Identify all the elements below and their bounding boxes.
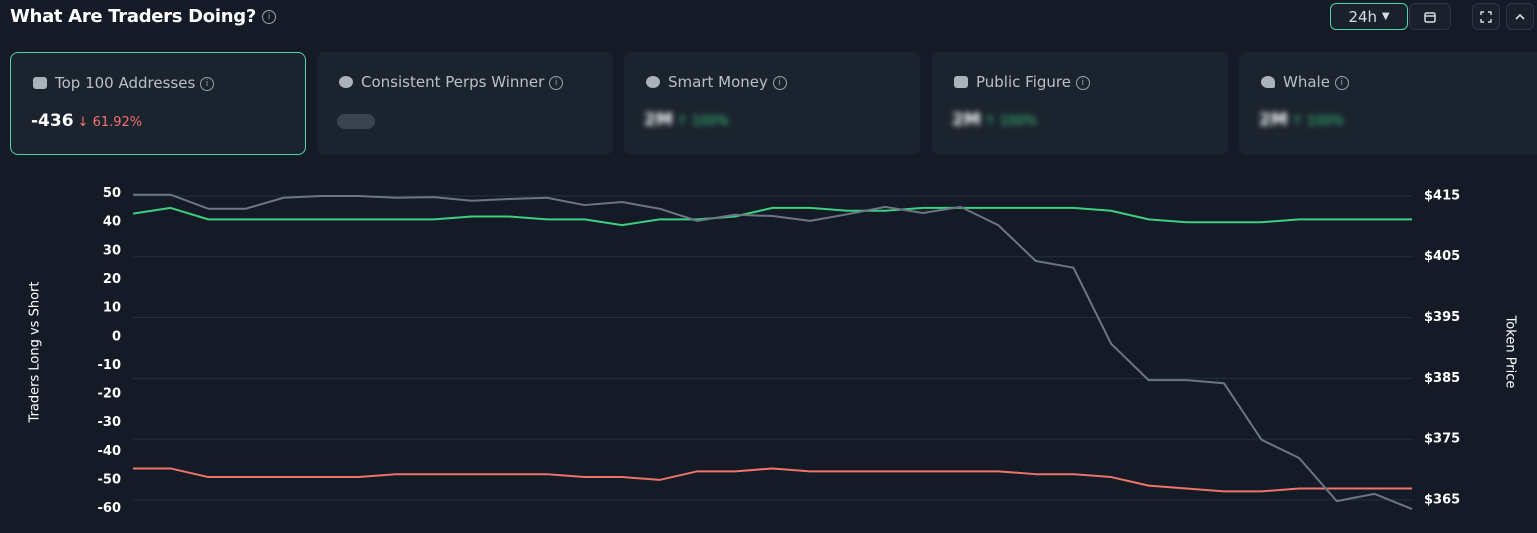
series-line [133,467,1412,493]
y-tick-label: 0 [112,329,121,344]
value: 2M [952,110,981,130]
calendar-icon [1424,11,1436,23]
y-tick-label: 40 [103,215,121,230]
card-value: -436 ↓ 61.92% [31,111,142,131]
calendar-button[interactable] [1409,3,1451,30]
fullscreen-button[interactable] [1472,3,1500,30]
y-tick-label: 50 [103,186,121,201]
y-tick-label: 30 [103,243,121,258]
info-icon[interactable]: i [772,75,787,90]
label: Top 100 Addresses [55,74,196,92]
card-value: 2M ↑ 100% [952,110,1037,130]
timeframe-select[interactable]: 24h ▼ [1330,3,1408,30]
chevron-icon [1515,13,1525,20]
timeframe: 24h [1348,7,1378,26]
y-tick-label: -20 [98,387,122,402]
header: What Are Traders Doing? i [10,6,276,27]
change: ↑ 100% [984,114,1037,129]
card-icon [646,76,660,88]
card-value: 2M ↑ 100% [1259,110,1344,130]
change-text: 100% [999,114,1037,129]
info-icon[interactable]: i [549,75,564,90]
card[interactable]: Whale i 2M ↑ 100% [1239,52,1537,155]
card[interactable]: Public Figure i 2M ↑ 100% [932,52,1228,155]
card-label: Whale i [1283,73,1349,91]
y2-tick-label: $385 [1424,371,1460,386]
change-text: 100% [1306,114,1344,129]
change-text: 100% [691,114,729,129]
info-icon[interactable]: i [200,76,215,91]
change: ↓ 61.92% [77,115,143,130]
y-tick-label: 20 [103,272,121,287]
y2-tick-label: $415 [1424,188,1460,203]
change: ↑ 100% [1291,114,1344,129]
card-label: Smart Money i [668,73,787,91]
y2-tick-label: $405 [1424,249,1460,264]
change: ↑ 100% [676,114,729,129]
card-icon [1261,76,1275,88]
caret: ▼ [1381,11,1390,22]
card-icon [33,77,47,89]
label: Consistent Perps Winner [361,73,545,91]
card-label: Top 100 Addresses i [55,74,215,92]
y2-tick-label: $375 [1424,432,1460,447]
y2-tick-label: $365 [1424,492,1460,507]
series-line [133,193,1413,510]
y-tick-label: -30 [98,415,122,430]
y-tick-label: -60 [98,501,122,516]
card-icon [954,76,968,88]
collapse-button[interactable] [1506,3,1534,30]
info-icon[interactable]: i [1334,75,1349,90]
y-tick-label: -50 [98,472,122,487]
loading-placeholder [337,114,375,129]
label: Smart Money [668,73,768,91]
card[interactable]: Consistent Perps Winner i [317,52,613,155]
expand-icon [1480,10,1492,23]
info-icon[interactable]: i [1075,75,1090,90]
card-value: 2M ↑ 100% [644,110,729,130]
info-icon[interactable]: i [261,10,276,24]
card-label: Consistent Perps Winner i [361,73,564,91]
y-tick-label: -10 [98,358,122,373]
card-label: Public Figure i [976,73,1090,91]
title: What Are Traders Doing? [10,6,256,27]
card[interactable]: Top 100 Addresses i -436 ↓ 61.92% [10,52,306,155]
y-tick-label: 10 [103,301,121,316]
y2-axis-title: Token Price [1503,315,1518,389]
series-line [132,206,1412,227]
value: -436 [31,111,74,131]
value: 2M [644,110,673,130]
change-text: 61.92% [92,115,143,130]
y-axis-title: Traders Long vs Short [28,282,43,424]
value: 2M [1259,110,1288,130]
card-icon [339,76,353,88]
y-tick-label: -40 [98,444,122,459]
y2-tick-label: $395 [1424,310,1460,325]
card[interactable]: Smart Money i 2M ↑ 100% [624,52,920,155]
label: Whale [1283,73,1330,91]
label: Public Figure [976,73,1071,91]
